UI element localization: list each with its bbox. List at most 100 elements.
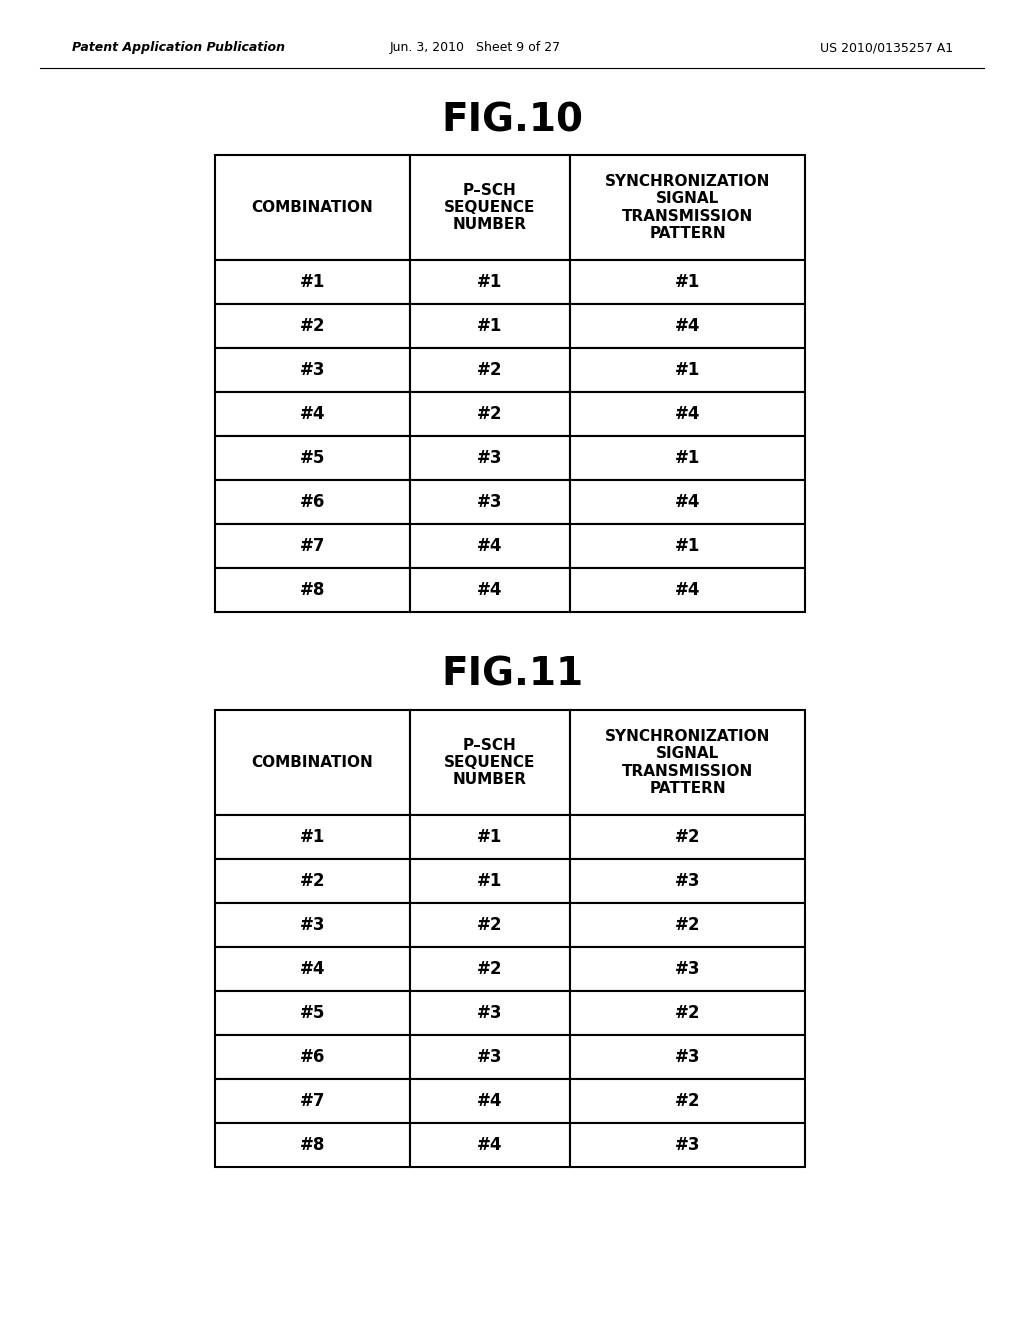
Bar — [410, 1078, 570, 1123]
Bar — [215, 304, 410, 348]
Text: Patent Application Publication: Patent Application Publication — [72, 41, 285, 54]
Text: US 2010/0135257 A1: US 2010/0135257 A1 — [820, 41, 953, 54]
Text: #1: #1 — [477, 828, 503, 846]
Text: #3: #3 — [675, 1137, 700, 1154]
Text: Jun. 3, 2010   Sheet 9 of 27: Jun. 3, 2010 Sheet 9 of 27 — [390, 41, 561, 54]
Bar — [570, 260, 805, 304]
Bar — [215, 348, 410, 392]
Bar — [410, 814, 570, 859]
Bar — [215, 392, 410, 436]
Bar — [215, 710, 410, 814]
Text: COMBINATION: COMBINATION — [252, 755, 374, 770]
Text: #6: #6 — [300, 492, 326, 511]
Text: P–SCH
SEQUENCE
NUMBER: P–SCH SEQUENCE NUMBER — [444, 182, 536, 232]
Bar — [570, 392, 805, 436]
Text: #4: #4 — [477, 1092, 503, 1110]
Bar — [570, 348, 805, 392]
Bar — [570, 814, 805, 859]
Bar — [410, 260, 570, 304]
Text: #6: #6 — [300, 1048, 326, 1067]
Bar — [410, 710, 570, 814]
Bar — [410, 524, 570, 568]
Bar — [570, 946, 805, 991]
Text: #1: #1 — [675, 273, 700, 290]
Bar — [570, 524, 805, 568]
Bar — [410, 480, 570, 524]
Text: #4: #4 — [675, 405, 700, 422]
Text: #3: #3 — [477, 1005, 503, 1022]
Bar — [215, 946, 410, 991]
Text: #2: #2 — [675, 916, 700, 935]
Bar — [410, 436, 570, 480]
Text: #2: #2 — [477, 405, 503, 422]
Text: #8: #8 — [300, 1137, 326, 1154]
Bar — [570, 859, 805, 903]
Bar — [410, 348, 570, 392]
Text: #1: #1 — [675, 537, 700, 554]
Text: #2: #2 — [675, 1092, 700, 1110]
Bar — [215, 524, 410, 568]
Text: FIG.11: FIG.11 — [441, 656, 583, 694]
Text: #3: #3 — [477, 449, 503, 467]
Bar — [410, 991, 570, 1035]
Bar — [410, 304, 570, 348]
Text: #4: #4 — [477, 1137, 503, 1154]
Text: COMBINATION: COMBINATION — [252, 201, 374, 215]
Text: #3: #3 — [477, 492, 503, 511]
Text: #1: #1 — [477, 317, 503, 335]
Text: #4: #4 — [477, 581, 503, 599]
Text: #1: #1 — [300, 828, 326, 846]
Text: #1: #1 — [477, 873, 503, 890]
Text: #3: #3 — [675, 960, 700, 978]
Text: #3: #3 — [675, 1048, 700, 1067]
Bar — [570, 304, 805, 348]
Text: #4: #4 — [675, 492, 700, 511]
Bar — [570, 154, 805, 260]
Bar — [215, 480, 410, 524]
Bar — [215, 991, 410, 1035]
Bar — [410, 392, 570, 436]
Bar — [215, 154, 410, 260]
Text: #7: #7 — [300, 537, 326, 554]
Bar — [215, 436, 410, 480]
Text: SYNCHRONIZATION
SIGNAL
TRANSMISSION
PATTERN: SYNCHRONIZATION SIGNAL TRANSMISSION PATT… — [605, 174, 770, 242]
Text: FIG.10: FIG.10 — [441, 102, 583, 139]
Text: #3: #3 — [300, 916, 326, 935]
Bar — [570, 436, 805, 480]
Bar — [410, 859, 570, 903]
Bar — [215, 1035, 410, 1078]
Bar — [215, 568, 410, 612]
Text: #2: #2 — [675, 828, 700, 846]
Bar — [410, 154, 570, 260]
Bar — [570, 1035, 805, 1078]
Bar — [570, 1123, 805, 1167]
Bar — [215, 903, 410, 946]
Bar — [570, 991, 805, 1035]
Text: #2: #2 — [477, 360, 503, 379]
Text: #5: #5 — [300, 449, 326, 467]
Text: #4: #4 — [300, 960, 326, 978]
Bar — [215, 1078, 410, 1123]
Text: #8: #8 — [300, 581, 326, 599]
Text: #4: #4 — [300, 405, 326, 422]
Text: #2: #2 — [300, 873, 326, 890]
Text: #1: #1 — [477, 273, 503, 290]
Text: #4: #4 — [477, 537, 503, 554]
Text: #3: #3 — [477, 1048, 503, 1067]
Text: #1: #1 — [675, 449, 700, 467]
Bar — [410, 1035, 570, 1078]
Bar — [410, 903, 570, 946]
Bar — [570, 568, 805, 612]
Text: SYNCHRONIZATION
SIGNAL
TRANSMISSION
PATTERN: SYNCHRONIZATION SIGNAL TRANSMISSION PATT… — [605, 729, 770, 796]
Text: #5: #5 — [300, 1005, 326, 1022]
Text: #7: #7 — [300, 1092, 326, 1110]
Bar — [215, 859, 410, 903]
Bar — [570, 1078, 805, 1123]
Text: #3: #3 — [675, 873, 700, 890]
Bar — [410, 568, 570, 612]
Text: #4: #4 — [675, 317, 700, 335]
Text: #3: #3 — [300, 360, 326, 379]
Bar — [570, 710, 805, 814]
Text: #2: #2 — [675, 1005, 700, 1022]
Text: #2: #2 — [477, 960, 503, 978]
